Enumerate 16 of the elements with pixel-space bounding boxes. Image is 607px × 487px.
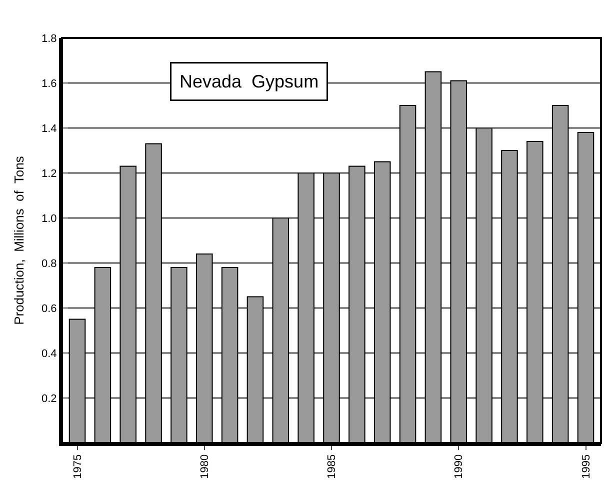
x-tick-label: 1990 <box>453 454 466 479</box>
y-tick-label: 1.2 <box>42 168 57 180</box>
y-tick-label: 1.4 <box>42 122 57 135</box>
y-tick-label: 0.2 <box>42 392 57 405</box>
y-axis-title: Production, Millions of Tons <box>11 156 26 325</box>
y-tick-label: 0.4 <box>42 348 57 360</box>
x-tick-label: 1985 <box>326 454 338 479</box>
y-tick-label: 1.8 <box>42 32 57 45</box>
text: Nevada Gypsum <box>180 72 319 92</box>
x-tick-label: 1995 <box>580 454 592 479</box>
y-tick-label: 0.8 <box>42 258 57 270</box>
x-tick-label: 1975 <box>72 454 84 479</box>
y-tick-label: 1.6 <box>42 78 57 90</box>
x-tick-label: 1980 <box>198 454 211 479</box>
y-tick-label: 0.6 <box>42 302 57 315</box>
y-tick-label: 1.0 <box>42 212 57 225</box>
